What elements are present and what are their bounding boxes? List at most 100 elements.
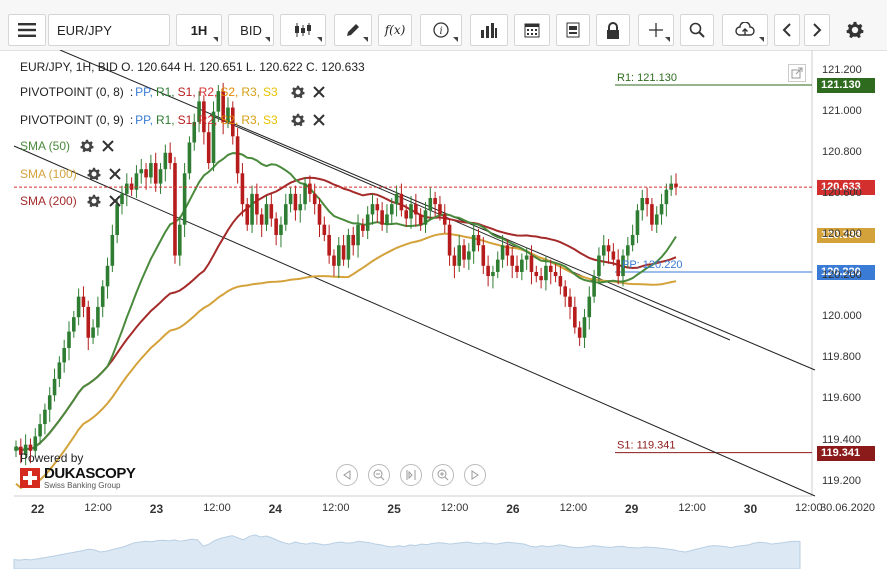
candle-body (72, 317, 76, 332)
pivot1-close-icon[interactable] (313, 86, 325, 98)
scroll-right-button[interactable] (804, 14, 830, 46)
swiss-cross-logo-icon (20, 468, 40, 488)
pivot1-levels: PP, R1, S1, R2, S2, R3, S3 (135, 85, 281, 99)
timeframe-selector[interactable]: 1H (176, 14, 222, 46)
sma200-close-icon[interactable] (108, 195, 121, 207)
candle-body (341, 245, 346, 260)
timeframe-label: 1H (190, 22, 208, 38)
candle-body (442, 214, 447, 225)
pivot2-close-icon[interactable] (313, 114, 325, 126)
template-button[interactable] (556, 14, 590, 46)
candle-body (279, 224, 283, 235)
calendar-button[interactable] (514, 14, 550, 46)
candle-body (404, 210, 409, 219)
zoom-button[interactable] (680, 14, 714, 46)
sma200-settings-gear-icon[interactable] (87, 194, 101, 208)
candle-body (33, 436, 38, 451)
crosshair-icon (649, 23, 663, 37)
candle-body (134, 173, 139, 190)
candle-body (524, 255, 529, 260)
candle-body (606, 245, 611, 252)
candle-body (230, 107, 235, 137)
info-button[interactable]: i (420, 14, 462, 46)
sma100-settings-gear-icon[interactable] (87, 167, 101, 181)
candle-body (96, 306, 100, 328)
price-badge: 119.341 (817, 445, 875, 461)
expand-icon (791, 67, 803, 79)
zoom-out-button[interactable] (368, 464, 390, 486)
candle-body (317, 204, 322, 225)
drawing-tools-button[interactable] (334, 14, 372, 46)
x-tick-label: 12:00 (440, 502, 469, 514)
candle-body (192, 121, 197, 143)
pivot-level-pp: PP, (135, 113, 153, 127)
candle-body (81, 296, 86, 307)
candle-body (529, 255, 534, 272)
candle-body (611, 251, 616, 260)
candle-body (105, 265, 110, 287)
indicators-button[interactable]: f(x) (378, 14, 412, 46)
candle-body (399, 193, 404, 211)
lock-button[interactable] (596, 14, 630, 46)
sma100-close-icon[interactable] (108, 168, 121, 180)
pivot-level-s1: S1, (177, 85, 196, 99)
reset-view-button[interactable] (400, 464, 422, 486)
candle-body (235, 136, 240, 174)
candle-body (635, 210, 640, 235)
upload-button[interactable] (722, 14, 768, 46)
x-tick-label: 22 (31, 502, 45, 516)
pivot2-settings-gear-icon[interactable] (291, 113, 305, 127)
zoom-in-button[interactable] (432, 464, 454, 486)
candle-body (423, 210, 428, 225)
candle-body (139, 169, 144, 174)
expand-button[interactable] (788, 64, 806, 82)
candle-body (206, 132, 211, 164)
sma100-legend: SMA (100) (20, 167, 121, 181)
pivot1-name: PIVOTPOINT (0, 8) (20, 85, 124, 99)
candle-body (587, 296, 592, 318)
pan-left-button[interactable] (336, 464, 358, 486)
candle-body (240, 173, 245, 205)
candle-body (597, 255, 601, 277)
candle-body (582, 317, 587, 338)
settings-button[interactable] (838, 14, 872, 46)
candle-body (380, 210, 384, 225)
menu-button[interactable] (8, 14, 46, 46)
candle-body (385, 214, 389, 225)
scroll-left-button[interactable] (774, 14, 800, 46)
candle-body (158, 169, 163, 184)
candle-body (515, 265, 519, 272)
symbol-selector[interactable]: EUR/JPY (48, 14, 170, 46)
candle-body (654, 214, 659, 225)
candle-body (264, 204, 269, 225)
candle-body (659, 204, 664, 215)
pan-right-button[interactable] (464, 464, 486, 486)
brand-tagline: Swiss Banking Group (44, 481, 121, 490)
crosshair-button[interactable] (638, 14, 674, 46)
sma50-settings-gear-icon[interactable] (80, 139, 94, 153)
chart-area[interactable]: R1: 121.130 S1: 119.341 PP: 120.220 EUR/JP… (0, 50, 887, 569)
sma50-close-icon[interactable] (102, 140, 114, 152)
candle-body (177, 224, 182, 256)
x-tick-label: 25 (387, 502, 401, 516)
candle-body (283, 204, 288, 225)
candle-body (312, 193, 317, 205)
pivot1-settings-gear-icon[interactable] (291, 85, 305, 99)
candle-body (630, 234, 635, 246)
y-tick-label: 119.400 (822, 433, 861, 446)
price-type-selector[interactable]: BID (228, 14, 274, 46)
candle-body (274, 218, 278, 235)
pivot-level-s3: S3 (263, 113, 278, 127)
x-tick-label: 24 (268, 502, 282, 516)
volume-button[interactable] (470, 14, 508, 46)
candle-body (640, 197, 645, 211)
chart-canvas[interactable]: R1: 121.130 S1: 119.341 PP: 120.220 (0, 50, 887, 569)
pivot-level-r1: R1, (155, 85, 175, 99)
sma50-line (15, 152, 677, 452)
candle-body (428, 197, 433, 211)
chart-type-button[interactable] (280, 14, 326, 46)
sma100-name: SMA (100) (20, 167, 77, 181)
pivot-level-r3: R3, (241, 85, 261, 99)
candle-body (293, 193, 298, 211)
trend-line-middle (209, 114, 731, 341)
